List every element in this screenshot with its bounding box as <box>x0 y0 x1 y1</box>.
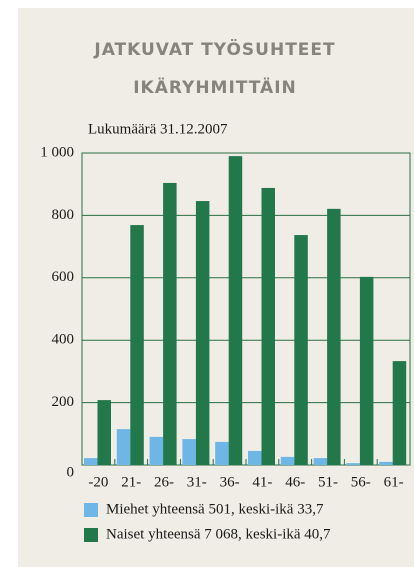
y-tick-label: 0 <box>67 464 75 480</box>
x-tick-label: 51- <box>318 474 338 490</box>
bar <box>215 441 229 465</box>
x-tick-label: -20 <box>88 474 108 490</box>
legend-label: Miehet yhteensä 501, keski-ikä 33,7 <box>106 501 324 517</box>
y-tick-label: 400 <box>52 332 75 348</box>
x-tick-label: 56- <box>351 474 371 490</box>
bar <box>261 187 275 465</box>
bar <box>182 439 196 465</box>
legend-label: Naiset yhteensä 7 068, keski-ikä 40,7 <box>106 526 331 542</box>
x-tick-label: 41- <box>252 474 272 490</box>
bar <box>379 461 393 465</box>
bar <box>280 456 295 465</box>
bar <box>346 463 360 465</box>
bar <box>313 458 328 465</box>
bar <box>116 429 131 465</box>
x-tick-label: 46- <box>285 474 305 490</box>
bar <box>84 458 98 465</box>
x-tick-label: 26- <box>154 474 174 490</box>
legend-swatch <box>84 528 98 542</box>
bar <box>149 436 164 465</box>
bar <box>294 235 308 465</box>
bar <box>228 156 243 465</box>
y-tick-label: 800 <box>52 207 75 223</box>
x-tick-label: 21- <box>121 474 141 490</box>
bar <box>248 450 262 465</box>
bar <box>163 182 177 465</box>
y-tick-label: 200 <box>52 394 75 410</box>
chart-title: JATKUVAT TYÖSUHTEET <box>93 38 335 60</box>
bar <box>130 225 144 465</box>
bar <box>97 400 111 465</box>
y-tick-label: 600 <box>52 269 75 285</box>
bar <box>359 276 374 465</box>
bar <box>392 361 407 465</box>
panel <box>18 8 414 567</box>
x-tick-label: 36- <box>220 474 240 490</box>
x-tick-label: 31- <box>187 474 207 490</box>
chart-title: IKÄRYHMITTÄIN <box>133 76 297 98</box>
bar <box>195 201 210 465</box>
legend-swatch <box>84 503 98 517</box>
bar <box>327 208 341 465</box>
x-tick-label: 61- <box>384 474 404 490</box>
y-tick-label: 1 000 <box>40 144 74 160</box>
chart-subtitle: Lukumäärä 31.12.2007 <box>88 121 228 137</box>
